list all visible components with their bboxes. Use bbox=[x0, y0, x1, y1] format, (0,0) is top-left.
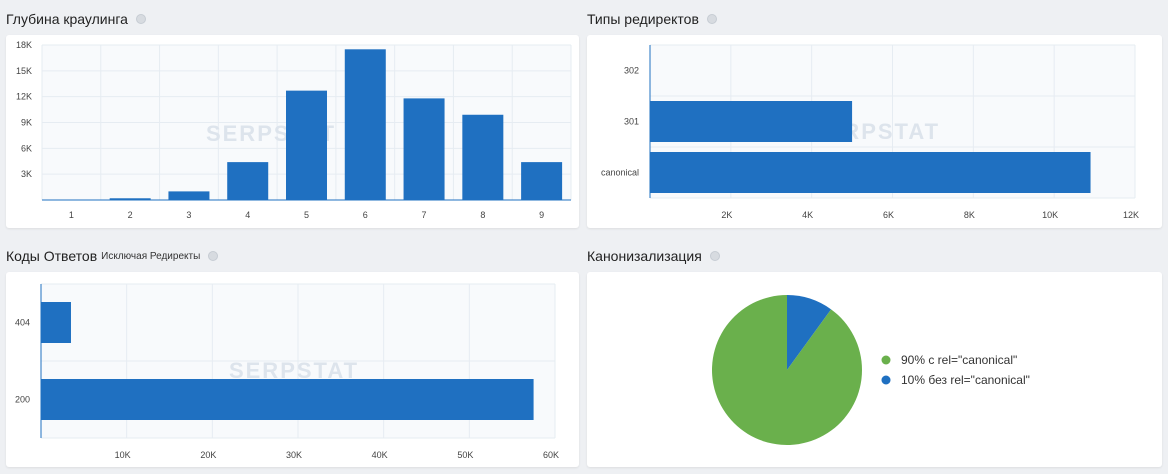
x-tick-label: 6K bbox=[883, 210, 894, 220]
canonicalization-chart: 90% с rel="canonical" 10% без rel="canoni… bbox=[712, 295, 1030, 445]
y-tick-label: canonical bbox=[601, 168, 639, 178]
legend-marker bbox=[881, 355, 891, 365]
info-icon[interactable] bbox=[135, 14, 146, 24]
serpstat-watermark: SERPSTAT bbox=[229, 358, 359, 383]
x-tick-label: 40K bbox=[372, 450, 388, 460]
y-tick-label: 12K bbox=[16, 92, 32, 102]
y-tick-label: 6K bbox=[21, 143, 32, 153]
bar bbox=[521, 162, 563, 200]
x-tick-label: 5 bbox=[304, 210, 309, 220]
x-tick-label: 12K bbox=[1123, 210, 1139, 220]
x-tick-label: 3 bbox=[186, 210, 191, 220]
response-codes-subtitle: Исключая Редиректы bbox=[101, 250, 201, 262]
legend-label: 10% без rel="canonical" bbox=[901, 373, 1030, 387]
y-tick-label: 18K bbox=[16, 40, 32, 50]
y-tick-label: 200 bbox=[15, 395, 30, 405]
redirect-types-title-text: Типы редиректов bbox=[587, 11, 699, 27]
info-icon[interactable] bbox=[706, 14, 717, 24]
bar bbox=[227, 162, 269, 200]
x-tick-label: 20K bbox=[200, 450, 216, 460]
x-tick-label: 2K bbox=[721, 210, 732, 220]
bar bbox=[168, 191, 210, 200]
legend-label: 90% с rel="canonical" bbox=[901, 353, 1017, 367]
crawl-depth-card: 3K 6K 9K 12K 15K 18K SERPSTAT 1 2 3 4 5 6 7 8 9 bbox=[6, 35, 579, 228]
y-tick-label: 302 bbox=[624, 66, 639, 76]
bar bbox=[403, 98, 445, 200]
canonicalization-title-text: Канонизализация bbox=[587, 248, 702, 264]
bar bbox=[41, 302, 71, 343]
x-tick-label: 4 bbox=[245, 210, 250, 220]
x-tick-label: 8 bbox=[480, 210, 485, 220]
x-tick-label: 7 bbox=[422, 210, 427, 220]
pie-slice bbox=[787, 295, 832, 370]
x-tick-label: 9 bbox=[539, 210, 544, 220]
pie-slice bbox=[712, 295, 862, 445]
y-tick-label: 3K bbox=[21, 169, 32, 179]
redirect-types-card: 2K 4K 6K 8K 10K 12K SERPSTAT 302 301 canonical bbox=[587, 35, 1162, 228]
bar bbox=[650, 101, 853, 142]
x-tick-label: 30K bbox=[286, 450, 302, 460]
bar bbox=[286, 90, 327, 200]
crawl-depth-title-text: Глубина краулинга bbox=[6, 11, 128, 27]
bar bbox=[650, 152, 1091, 193]
response-codes-card: 10K 20K 30K 40K 50K 60K SERPSTAT 404 200 bbox=[6, 272, 579, 467]
canonicalization-card: 90% с rel="canonical" 10% без rel="canoni… bbox=[587, 272, 1162, 467]
x-tick-label: 1 bbox=[69, 210, 74, 220]
info-icon[interactable] bbox=[208, 251, 219, 261]
y-tick-label: 9K bbox=[21, 118, 32, 128]
x-tick-label: 2 bbox=[128, 210, 133, 220]
bar bbox=[344, 49, 386, 200]
x-tick-label: 60K bbox=[543, 450, 559, 460]
x-tick-label: 10K bbox=[115, 450, 131, 460]
x-tick-label: 10K bbox=[1042, 210, 1058, 220]
redirect-types-title: Типы редиректов bbox=[587, 11, 717, 27]
response-codes-title-text: Коды Ответов bbox=[6, 248, 98, 264]
y-tick-label: 404 bbox=[15, 318, 30, 328]
response-codes-chart: 10K 20K 30K 40K 50K 60K SERPSTAT 404 200 bbox=[15, 283, 559, 460]
x-tick-label: 6 bbox=[363, 210, 368, 220]
legend-marker bbox=[881, 375, 891, 385]
bar bbox=[41, 379, 534, 420]
x-tick-label: 4K bbox=[802, 210, 813, 220]
y-tick-label: 301 bbox=[624, 117, 639, 127]
info-icon[interactable] bbox=[709, 251, 720, 261]
canonicalization-title: Канонизализация bbox=[587, 248, 720, 264]
bar bbox=[109, 198, 151, 200]
x-tick-label: 8K bbox=[964, 210, 975, 220]
y-tick-label: 15K bbox=[16, 66, 32, 76]
bar bbox=[462, 114, 504, 200]
crawl-depth-title: Глубина краулинга bbox=[6, 11, 146, 27]
x-tick-label: 50K bbox=[457, 450, 473, 460]
response-codes-title: Коды Ответов Исключая Редиректы bbox=[6, 248, 219, 264]
